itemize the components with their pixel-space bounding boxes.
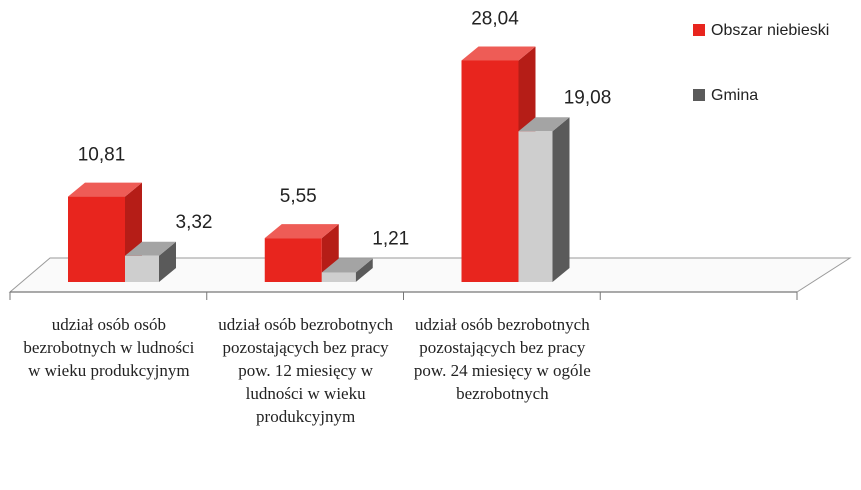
bar-front	[461, 60, 519, 282]
legend-label: Gmina	[711, 87, 758, 104]
bar-top	[461, 46, 536, 61]
bar-front	[518, 131, 553, 282]
bar	[264, 224, 339, 282]
bar	[125, 241, 176, 282]
value-label: 1,21	[372, 228, 409, 249]
legend-swatch	[693, 24, 705, 36]
legend-label: Obszar niebieski	[711, 22, 829, 39]
bar-front	[125, 255, 159, 282]
bar-side	[355, 258, 373, 282]
bar-front	[321, 272, 356, 282]
bar-front	[68, 196, 125, 282]
x-tick-label: udział osób bezrobotnych pozostających b…	[413, 315, 591, 403]
x-tick-label: udział osób osób bezrobotnych w ludności…	[23, 315, 195, 380]
bar-side	[552, 117, 570, 282]
value-label: 5,55	[280, 186, 317, 207]
bar-side	[159, 241, 176, 282]
x-tick-label: udział osób bezrobotnych pozostających b…	[218, 315, 393, 426]
value-label: 19,08	[564, 87, 612, 108]
legend-swatch	[693, 89, 705, 101]
bar-top	[518, 117, 570, 132]
bar	[518, 117, 570, 282]
bar-top	[264, 224, 339, 239]
bar-front	[264, 238, 322, 282]
bar-top	[125, 241, 176, 256]
bar	[321, 258, 373, 282]
bar-top	[68, 182, 142, 197]
bar-top	[321, 258, 373, 273]
value-label: 10,81	[78, 145, 126, 166]
value-label: 3,32	[176, 212, 213, 233]
value-label: 28,04	[471, 8, 519, 29]
